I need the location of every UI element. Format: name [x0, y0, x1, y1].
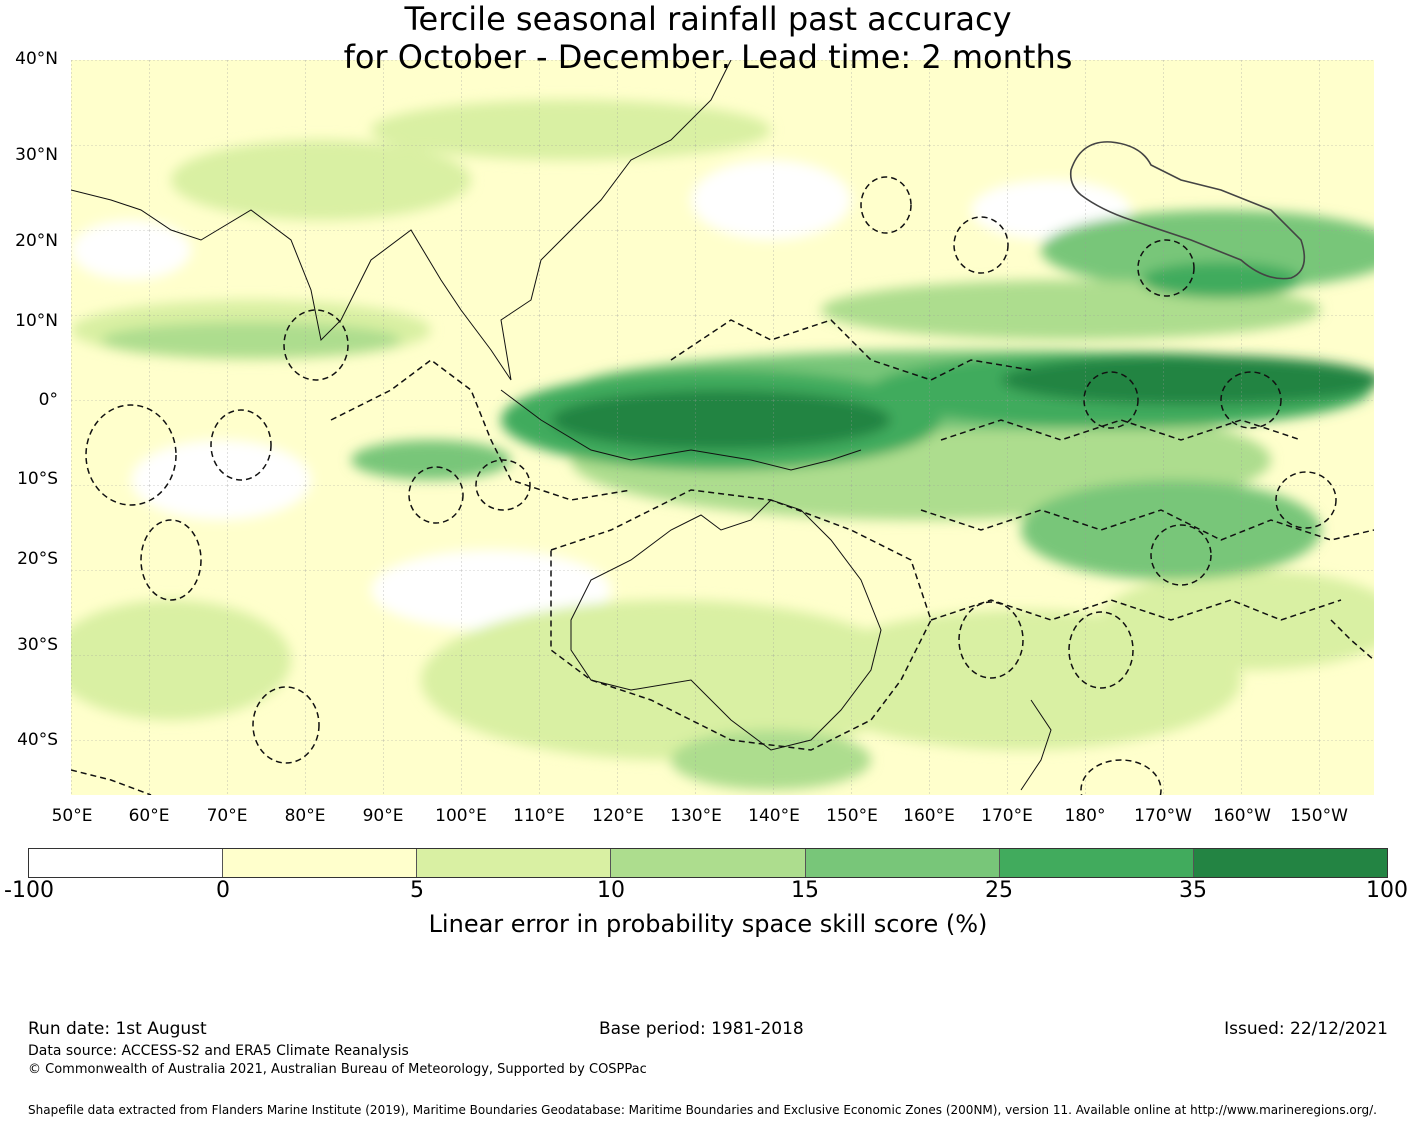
lat-label-10n: 10°N [15, 311, 58, 331]
copyright-notice: © Commonwealth of Australia 2021, Austra… [28, 1062, 647, 1077]
lon-label-180: 180° [1064, 806, 1106, 826]
lon-label-170e: 170°E [981, 806, 1033, 826]
lon-label-130e: 130°E [670, 806, 722, 826]
colorbar-tick-label: 25 [985, 878, 1013, 903]
lon-label-80e: 80°E [284, 806, 326, 826]
lat-label-20n: 20°N [15, 231, 58, 251]
base-period: Base period: 1981-2018 [599, 1019, 804, 1039]
australia-coastline [570, 499, 882, 751]
lat-label-40s: 40°S [17, 730, 58, 750]
lon-label-70e: 70°E [206, 806, 248, 826]
lat-label-40n: 40°N [15, 49, 58, 69]
lat-label-30n: 30°N [15, 145, 58, 165]
colorbar-tick-label: 100 [1366, 878, 1408, 903]
lon-label-100e: 100°E [435, 806, 487, 826]
colorbar-segment-1 [29, 849, 224, 877]
run-date: Run date: 1st August [28, 1019, 207, 1039]
new-zealand-coastline [1020, 699, 1052, 791]
lon-label-50e: 50°E [51, 806, 93, 826]
colorbar-segment-4 [611, 849, 806, 877]
colorbar-tick-label: 5 [410, 878, 424, 903]
data-source: Data source: ACCESS-S2 and ERA5 Climate … [28, 1043, 409, 1059]
colorbar-tick-label: 15 [791, 878, 819, 903]
hawaii-eez-boundary [1069, 141, 1306, 280]
lat-label-20s: 20°S [17, 549, 58, 569]
lat-label-30s: 30°S [17, 635, 58, 655]
lat-label-0: 0° [38, 390, 58, 410]
maritime-continent-coastline [500, 389, 862, 471]
colorbar-segment-6 [999, 849, 1194, 877]
lon-label-90e: 90°E [362, 806, 404, 826]
colorbar-tick-label: -100 [4, 878, 54, 903]
lon-label-160w: 160°W [1213, 806, 1271, 826]
skill-score-map [71, 60, 1374, 795]
lon-label-110e: 110°E [513, 806, 565, 826]
colorbar-tick-label: 10 [597, 878, 625, 903]
lon-label-150e: 150°E [826, 806, 878, 826]
lon-label-60e: 60°E [128, 806, 170, 826]
lon-label-170w: 170°W [1134, 806, 1192, 826]
shapefile-credit: Shapefile data extracted from Flanders M… [28, 1103, 1377, 1117]
lon-label-160e: 160°E [903, 806, 955, 826]
colorbar-segment-2 [223, 849, 418, 877]
chart-title-line-1: Tercile seasonal rainfall past accuracy [404, 0, 1012, 38]
lat-label-10s: 10°S [17, 469, 58, 489]
lon-label-150w: 150°W [1290, 806, 1348, 826]
issued-date: Issued: 22/12/2021 [1224, 1019, 1388, 1039]
colorbar-segment-3 [417, 849, 612, 877]
colorbar-tick-label: 35 [1179, 878, 1207, 903]
colorbar-segment-5 [805, 849, 1000, 877]
chart-title-line-2: for October - December. Lead time: 2 mon… [343, 38, 1073, 76]
colorbar-label: Linear error in probability space skill … [428, 910, 988, 938]
colorbar-segment-7 [1193, 849, 1387, 877]
asia-coastline [71, 60, 732, 381]
colorbar [28, 848, 1388, 878]
colorbar-tick-label: 0 [216, 878, 230, 903]
lon-label-120e: 120°E [592, 806, 644, 826]
lon-label-140e: 140°E [748, 806, 800, 826]
